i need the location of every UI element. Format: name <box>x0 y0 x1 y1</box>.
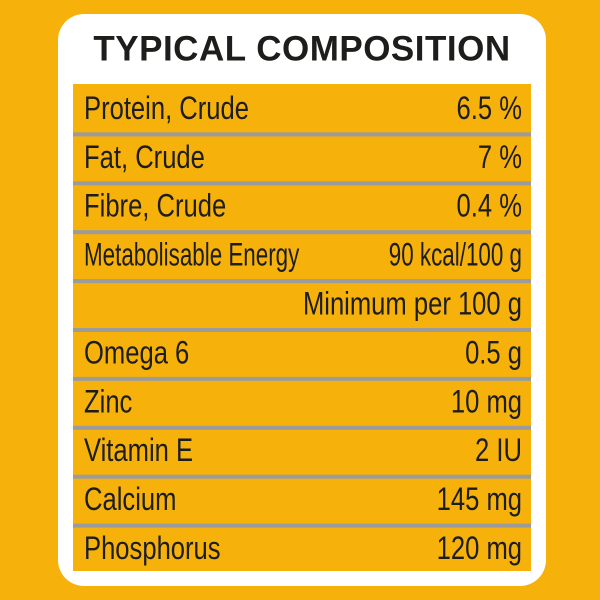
row-value: 0.4 % <box>457 189 522 224</box>
row-value: 2 IU <box>475 434 522 469</box>
row-label: Vitamin E <box>84 434 193 469</box>
row-divider <box>73 474 531 479</box>
row-label: Metabolisable Energy <box>84 237 299 273</box>
row-value: 120 mg <box>437 531 522 566</box>
row-divider <box>73 230 531 235</box>
row-label: Fibre, Crude <box>84 189 226 224</box>
row-divider <box>73 132 531 137</box>
row-subheading: Minimum per 100 g <box>303 287 522 322</box>
row-value: 7 % <box>478 140 522 175</box>
row-divider <box>73 328 531 332</box>
row-value: 0.5 g <box>465 336 522 371</box>
row-divider <box>73 181 531 186</box>
row-label: Calcium <box>84 482 176 517</box>
rows: Protein, Crude 6.5 % Fat, Crude 7 % Fibre, C… <box>73 91 531 567</box>
row-label: Phosphorus <box>84 531 221 566</box>
row-value: 6.5 % <box>457 91 522 126</box>
row-label: Omega 6 <box>84 336 189 371</box>
row-value: 90 kcal/100 g <box>389 237 522 273</box>
row-label: Fat, Crude <box>84 140 205 175</box>
row-label: Zinc <box>84 385 132 420</box>
row-divider <box>73 425 531 430</box>
table-area <box>73 84 531 571</box>
row-value: 10 mg <box>451 385 522 420</box>
row-value: 145 mg <box>437 482 522 517</box>
row-divider <box>73 279 531 284</box>
row-divider <box>73 523 531 528</box>
title: TYPICAL COMPOSITION <box>93 29 510 68</box>
row-label: Protein, Crude <box>84 91 249 126</box>
row-divider <box>73 376 531 381</box>
